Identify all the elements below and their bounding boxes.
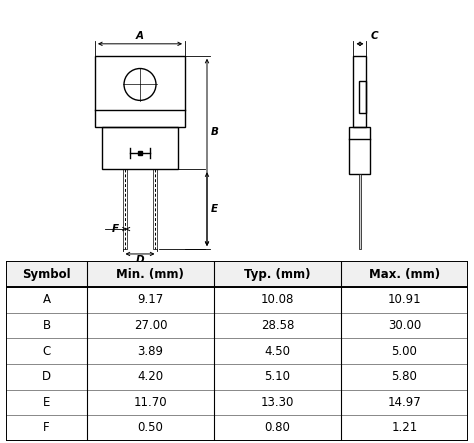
Bar bbox=[123, 169, 127, 249]
Bar bbox=[359, 174, 361, 249]
Text: Symbol: Symbol bbox=[22, 268, 71, 281]
Text: D: D bbox=[136, 255, 144, 265]
Text: 3.89: 3.89 bbox=[137, 345, 164, 358]
Text: 5.00: 5.00 bbox=[392, 345, 417, 358]
Text: 0.50: 0.50 bbox=[137, 421, 164, 435]
Text: 9.17: 9.17 bbox=[137, 293, 164, 306]
Text: A: A bbox=[43, 293, 51, 306]
Bar bbox=[359, 81, 366, 113]
Text: 10.91: 10.91 bbox=[388, 293, 421, 306]
Bar bbox=[153, 169, 157, 249]
Text: F: F bbox=[43, 421, 50, 435]
Text: A: A bbox=[136, 31, 144, 41]
Text: 11.70: 11.70 bbox=[134, 396, 167, 409]
Text: 5.80: 5.80 bbox=[392, 370, 417, 383]
Text: B: B bbox=[43, 319, 51, 332]
Text: 4.20: 4.20 bbox=[137, 370, 164, 383]
Bar bbox=[6, 261, 468, 287]
Bar bbox=[95, 56, 185, 128]
Text: 13.30: 13.30 bbox=[261, 396, 294, 409]
Text: 28.58: 28.58 bbox=[261, 319, 294, 332]
Text: F: F bbox=[111, 224, 118, 234]
Text: 1.21: 1.21 bbox=[391, 421, 418, 435]
Text: Min. (mm): Min. (mm) bbox=[117, 268, 184, 281]
Text: 30.00: 30.00 bbox=[388, 319, 421, 332]
Text: E: E bbox=[211, 204, 218, 214]
Text: 27.00: 27.00 bbox=[134, 319, 167, 332]
Text: B: B bbox=[211, 128, 219, 137]
Bar bbox=[102, 128, 178, 169]
Text: 5.10: 5.10 bbox=[264, 370, 291, 383]
Text: 10.08: 10.08 bbox=[261, 293, 294, 306]
Text: D: D bbox=[42, 370, 51, 383]
Text: C: C bbox=[43, 345, 51, 358]
Bar bbox=[138, 152, 142, 155]
Text: C: C bbox=[371, 31, 378, 41]
Text: 4.50: 4.50 bbox=[264, 345, 291, 358]
Text: 0.80: 0.80 bbox=[264, 421, 291, 435]
Text: 14.97: 14.97 bbox=[387, 396, 421, 409]
Text: Typ. (mm): Typ. (mm) bbox=[244, 268, 310, 281]
Text: Max. (mm): Max. (mm) bbox=[369, 268, 440, 281]
Bar bbox=[349, 128, 371, 174]
Text: E: E bbox=[43, 396, 50, 409]
Bar bbox=[354, 56, 366, 128]
